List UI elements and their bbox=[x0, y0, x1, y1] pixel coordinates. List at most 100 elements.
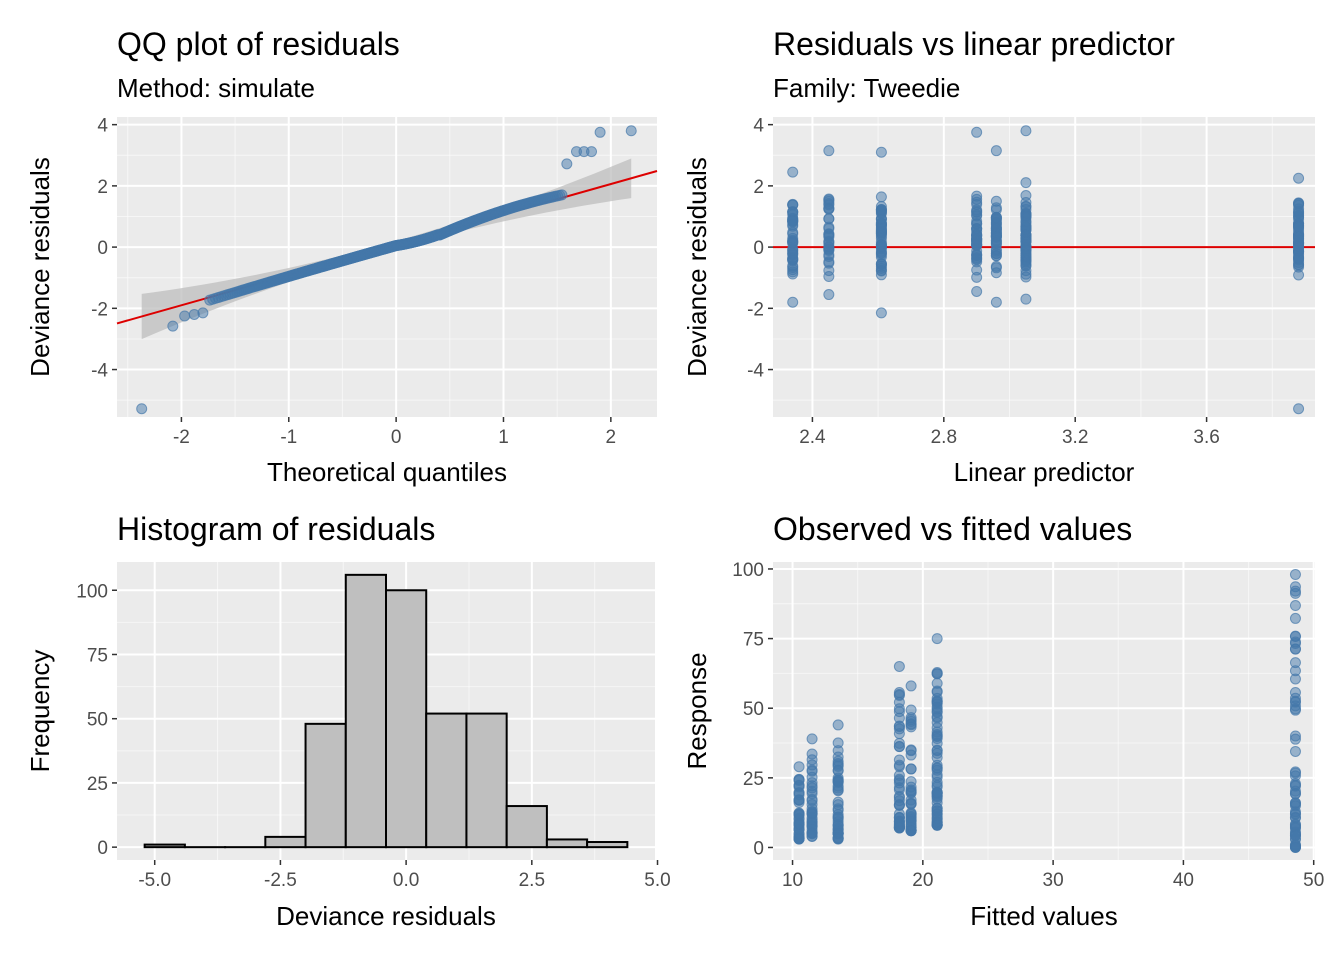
hist-y-tick-label: 25 bbox=[87, 774, 108, 795]
rvlp-point bbox=[875, 191, 887, 203]
rvlp-point bbox=[823, 256, 835, 268]
ovf-point bbox=[905, 824, 917, 836]
hist-bar bbox=[264, 835, 307, 849]
ovf-point bbox=[806, 819, 818, 831]
ovf-point bbox=[905, 718, 917, 730]
qq-point bbox=[561, 158, 573, 170]
rvlp-point bbox=[971, 198, 983, 210]
ovf-point bbox=[1289, 600, 1301, 612]
rvlp-axes: 2.4 2.8 3.2 3.6 -4 -2 0 2 4 bbox=[747, 116, 1220, 448]
ovf-point bbox=[1289, 841, 1301, 853]
ovf-point bbox=[931, 744, 943, 756]
rvlp-y-tick-label: -2 bbox=[747, 299, 764, 320]
qq-point bbox=[556, 189, 568, 201]
rvlp-y-tick-label: 0 bbox=[753, 238, 764, 259]
ovf-point bbox=[1289, 830, 1301, 842]
rvlp-title: Residuals vs linear predictor bbox=[773, 26, 1175, 62]
ovf-panel: Observed vs fitted values 10 20 30 40 50 0 25 5… bbox=[682, 511, 1324, 931]
hist-panel: Histogram of residuals -5.0 -2.5 0.0 2.5 5.0… bbox=[25, 511, 671, 931]
qq-y-tick-label: 2 bbox=[97, 177, 108, 198]
rvlp-y-tick-label: -4 bbox=[747, 361, 764, 382]
hist-bar bbox=[304, 722, 347, 849]
ovf-point bbox=[905, 680, 917, 692]
ovf-point bbox=[832, 719, 844, 731]
rvlp-point bbox=[990, 296, 1002, 308]
qq-x-axis-label: Theoretical quantiles bbox=[267, 457, 507, 487]
hist-y-tick-label: 100 bbox=[76, 581, 108, 602]
ovf-point bbox=[893, 799, 905, 811]
rvlp-point bbox=[1293, 205, 1305, 217]
rvlp-point bbox=[990, 145, 1002, 157]
rvlp-point bbox=[875, 204, 887, 216]
ovf-point bbox=[1289, 686, 1301, 698]
ovf-x-tick-label: 30 bbox=[1043, 870, 1064, 891]
qq-points bbox=[136, 125, 637, 415]
rvlp-point bbox=[875, 258, 887, 270]
ovf-x-tick-label: 40 bbox=[1173, 870, 1194, 891]
rvlp-point bbox=[823, 145, 835, 157]
rvlp-point bbox=[1020, 236, 1032, 248]
qq-point bbox=[136, 403, 148, 415]
ovf-point bbox=[1289, 797, 1301, 809]
ovf-point bbox=[1289, 569, 1301, 581]
ovf-point bbox=[1289, 703, 1301, 715]
rvlp-x-tick-label: 2.4 bbox=[799, 427, 826, 448]
hist-y-tick-label: 75 bbox=[87, 645, 108, 666]
ovf-point bbox=[931, 817, 943, 829]
qq-y-axis-label: Deviance residuals bbox=[25, 157, 55, 377]
ovf-y-tick-label: 50 bbox=[743, 699, 764, 720]
hist-bars bbox=[143, 573, 629, 849]
rvlp-y-axis-label: Deviance residuals bbox=[682, 157, 712, 377]
rvlp-point bbox=[1293, 253, 1305, 265]
hist-bar bbox=[143, 843, 186, 849]
rvlp-point bbox=[1293, 403, 1305, 415]
rvlp-points bbox=[787, 125, 1305, 415]
hist-axes: -5.0 -2.5 0.0 2.5 5.0 0 25 50 75 100 bbox=[76, 581, 670, 891]
rvlp-point bbox=[1020, 125, 1032, 137]
ovf-point bbox=[793, 779, 805, 791]
ovf-point bbox=[893, 761, 905, 773]
hist-bar bbox=[425, 712, 468, 849]
rvlp-point bbox=[823, 213, 835, 225]
rvlp-point bbox=[1293, 221, 1305, 233]
rvlp-point bbox=[990, 237, 1002, 249]
hist-y-tick-label: 50 bbox=[87, 710, 108, 731]
hist-bar bbox=[586, 841, 629, 849]
rvlp-point bbox=[971, 264, 983, 276]
rvlp-subtitle: Family: Tweedie bbox=[773, 73, 960, 103]
qq-x-tick-label: 2 bbox=[606, 427, 617, 448]
rvlp-x-tick-label: 2.8 bbox=[931, 427, 957, 448]
qq-x-tick-label: 1 bbox=[498, 427, 509, 448]
ovf-point bbox=[905, 704, 917, 716]
rvlp-point bbox=[1020, 210, 1032, 222]
ovf-point bbox=[931, 633, 943, 645]
qq-subtitle: Method: simulate bbox=[117, 73, 315, 103]
qq-plot-area bbox=[117, 117, 657, 417]
ovf-point bbox=[1289, 733, 1301, 745]
ovf-point bbox=[806, 793, 818, 805]
hist-bar bbox=[545, 838, 589, 849]
qq-x-tick-label: -1 bbox=[280, 427, 297, 448]
ovf-plot-area bbox=[773, 562, 1315, 860]
hist-x-tick-label: -2.5 bbox=[264, 870, 297, 891]
qq-point bbox=[594, 126, 606, 138]
ovf-point bbox=[1289, 673, 1301, 685]
rvlp-point bbox=[787, 228, 799, 240]
hist-bar bbox=[465, 712, 508, 849]
ovf-point bbox=[1289, 745, 1301, 757]
ovf-point bbox=[1289, 587, 1301, 599]
ovf-point bbox=[905, 784, 917, 796]
rvlp-point bbox=[971, 126, 983, 138]
ovf-point bbox=[893, 660, 905, 672]
ovf-point bbox=[893, 706, 905, 718]
hist-bar bbox=[344, 573, 387, 849]
hist-y-tick-label: 0 bbox=[97, 838, 108, 859]
ovf-point bbox=[931, 722, 943, 734]
rvlp-point bbox=[787, 218, 799, 230]
ovf-point bbox=[905, 763, 917, 775]
ovf-x-tick-label: 10 bbox=[782, 870, 803, 891]
ovf-point bbox=[832, 737, 844, 749]
ovf-point bbox=[832, 828, 844, 840]
rvlp-point bbox=[823, 289, 835, 301]
